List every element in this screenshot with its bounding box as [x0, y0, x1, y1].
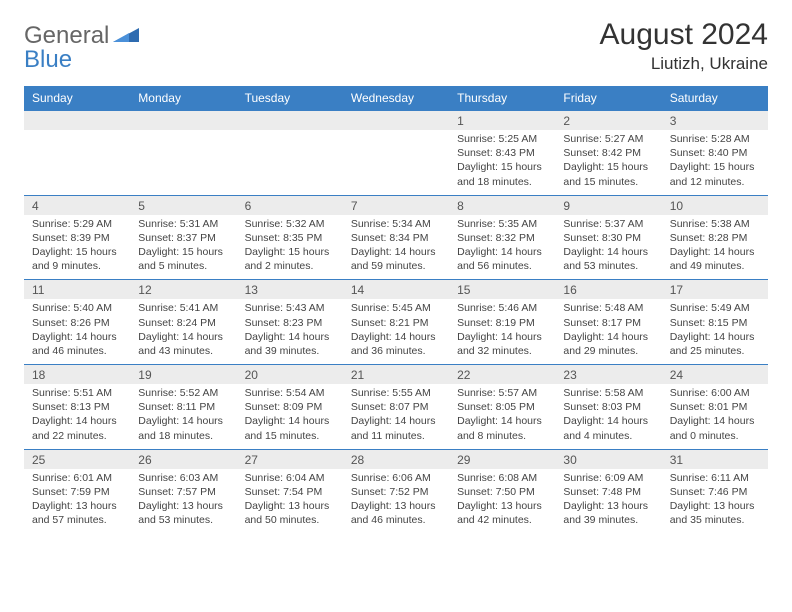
week-info-row: Sunrise: 5:29 AMSunset: 8:39 PMDaylight:… [24, 215, 768, 280]
weekday-header: Friday [555, 86, 661, 111]
day-info: Sunrise: 5:40 AMSunset: 8:26 PMDaylight:… [24, 299, 130, 364]
day-number [343, 111, 449, 116]
day-info [237, 130, 343, 188]
week-info-row: Sunrise: 5:25 AMSunset: 8:43 PMDaylight:… [24, 130, 768, 195]
day-number: 15 [449, 280, 555, 299]
day-number: 13 [237, 280, 343, 299]
day-info [24, 130, 130, 188]
day-number: 11 [24, 280, 130, 299]
day-info: Sunrise: 5:58 AMSunset: 8:03 PMDaylight:… [555, 384, 661, 449]
day-number [24, 111, 130, 116]
day-info: Sunrise: 5:28 AMSunset: 8:40 PMDaylight:… [662, 130, 768, 195]
day-number: 3 [662, 111, 768, 130]
day-number: 22 [449, 365, 555, 384]
day-info: Sunrise: 6:03 AMSunset: 7:57 PMDaylight:… [130, 469, 236, 534]
weekday-header-row: Sunday Monday Tuesday Wednesday Thursday… [24, 86, 768, 111]
day-info: Sunrise: 5:54 AMSunset: 8:09 PMDaylight:… [237, 384, 343, 449]
weekday-header: Sunday [24, 86, 130, 111]
day-info: Sunrise: 6:01 AMSunset: 7:59 PMDaylight:… [24, 469, 130, 534]
day-info [343, 130, 449, 188]
day-number: 28 [343, 450, 449, 469]
brand-logo: GeneralBlue [24, 18, 139, 74]
day-number: 6 [237, 196, 343, 215]
day-info: Sunrise: 5:25 AMSunset: 8:43 PMDaylight:… [449, 130, 555, 195]
day-info: Sunrise: 5:48 AMSunset: 8:17 PMDaylight:… [555, 299, 661, 364]
day-info: Sunrise: 5:29 AMSunset: 8:39 PMDaylight:… [24, 215, 130, 280]
day-number: 24 [662, 365, 768, 384]
title-block: August 2024 Liutizh, Ukraine [600, 18, 768, 74]
day-number: 18 [24, 365, 130, 384]
weekday-header: Monday [130, 86, 236, 111]
calendar-table: Sunday Monday Tuesday Wednesday Thursday… [24, 86, 768, 533]
day-info: Sunrise: 5:43 AMSunset: 8:23 PMDaylight:… [237, 299, 343, 364]
day-info: Sunrise: 5:55 AMSunset: 8:07 PMDaylight:… [343, 384, 449, 449]
day-info: Sunrise: 5:32 AMSunset: 8:35 PMDaylight:… [237, 215, 343, 280]
day-info: Sunrise: 6:06 AMSunset: 7:52 PMDaylight:… [343, 469, 449, 534]
week-numbers-row: 1 2 3 [24, 111, 768, 131]
week-numbers-row: 11 12 13 14 15 16 17 [24, 280, 768, 300]
day-info: Sunrise: 5:51 AMSunset: 8:13 PMDaylight:… [24, 384, 130, 449]
day-number: 27 [237, 450, 343, 469]
day-number: 14 [343, 280, 449, 299]
day-number: 29 [449, 450, 555, 469]
day-number: 7 [343, 196, 449, 215]
day-number: 23 [555, 365, 661, 384]
calendar-page: GeneralBlue August 2024 Liutizh, Ukraine… [0, 0, 792, 547]
day-number: 19 [130, 365, 236, 384]
day-number: 4 [24, 196, 130, 215]
day-info: Sunrise: 5:34 AMSunset: 8:34 PMDaylight:… [343, 215, 449, 280]
week-numbers-row: 4 5 6 7 8 9 10 [24, 195, 768, 215]
day-info: Sunrise: 6:11 AMSunset: 7:46 PMDaylight:… [662, 469, 768, 534]
week-info-row: Sunrise: 5:51 AMSunset: 8:13 PMDaylight:… [24, 384, 768, 449]
day-number: 5 [130, 196, 236, 215]
logo-triangle-icon [113, 22, 139, 49]
week-numbers-row: 18 19 20 21 22 23 24 [24, 365, 768, 385]
day-number: 31 [662, 450, 768, 469]
day-info: Sunrise: 5:31 AMSunset: 8:37 PMDaylight:… [130, 215, 236, 280]
week-numbers-row: 25 26 27 28 29 30 31 [24, 449, 768, 469]
day-info: Sunrise: 5:27 AMSunset: 8:42 PMDaylight:… [555, 130, 661, 195]
day-number: 25 [24, 450, 130, 469]
day-number: 26 [130, 450, 236, 469]
day-info: Sunrise: 5:52 AMSunset: 8:11 PMDaylight:… [130, 384, 236, 449]
day-number: 30 [555, 450, 661, 469]
day-info: Sunrise: 5:45 AMSunset: 8:21 PMDaylight:… [343, 299, 449, 364]
day-number: 16 [555, 280, 661, 299]
day-info [130, 130, 236, 188]
day-number: 1 [449, 111, 555, 130]
day-info: Sunrise: 6:09 AMSunset: 7:48 PMDaylight:… [555, 469, 661, 534]
weekday-header: Saturday [662, 86, 768, 111]
day-info: Sunrise: 6:04 AMSunset: 7:54 PMDaylight:… [237, 469, 343, 534]
day-number: 12 [130, 280, 236, 299]
day-number: 21 [343, 365, 449, 384]
day-number: 9 [555, 196, 661, 215]
day-info: Sunrise: 5:57 AMSunset: 8:05 PMDaylight:… [449, 384, 555, 449]
day-info: Sunrise: 5:46 AMSunset: 8:19 PMDaylight:… [449, 299, 555, 364]
day-info: Sunrise: 5:35 AMSunset: 8:32 PMDaylight:… [449, 215, 555, 280]
day-number: 10 [662, 196, 768, 215]
day-info: Sunrise: 5:38 AMSunset: 8:28 PMDaylight:… [662, 215, 768, 280]
day-info: Sunrise: 5:41 AMSunset: 8:24 PMDaylight:… [130, 299, 236, 364]
day-number [237, 111, 343, 116]
day-info: Sunrise: 5:49 AMSunset: 8:15 PMDaylight:… [662, 299, 768, 364]
day-number: 17 [662, 280, 768, 299]
month-title: August 2024 [600, 18, 768, 52]
page-header: GeneralBlue August 2024 Liutizh, Ukraine [24, 18, 768, 74]
calendar-body: 1 2 3 Sunrise: 5:25 AMSunset: 8:43 PMDay… [24, 111, 768, 534]
day-number [130, 111, 236, 116]
day-number: 2 [555, 111, 661, 130]
week-info-row: Sunrise: 5:40 AMSunset: 8:26 PMDaylight:… [24, 299, 768, 364]
weekday-header: Tuesday [237, 86, 343, 111]
day-info: Sunrise: 6:08 AMSunset: 7:50 PMDaylight:… [449, 469, 555, 534]
weekday-header: Wednesday [343, 86, 449, 111]
day-number: 8 [449, 196, 555, 215]
day-info: Sunrise: 6:00 AMSunset: 8:01 PMDaylight:… [662, 384, 768, 449]
week-info-row: Sunrise: 6:01 AMSunset: 7:59 PMDaylight:… [24, 469, 768, 534]
day-info: Sunrise: 5:37 AMSunset: 8:30 PMDaylight:… [555, 215, 661, 280]
weekday-header: Thursday [449, 86, 555, 111]
location-label: Liutizh, Ukraine [600, 54, 768, 74]
day-number: 20 [237, 365, 343, 384]
